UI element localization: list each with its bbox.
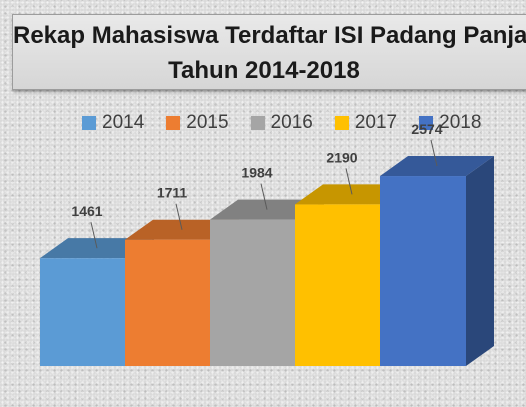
chart-title-box: Rekap Mahasiswa Terdaftar ISI Padang Pan… bbox=[12, 14, 526, 90]
legend-label: 2016 bbox=[270, 112, 313, 133]
legend-label: 2014 bbox=[102, 112, 145, 133]
bar-value-label-2017: 2190 bbox=[326, 149, 357, 165]
legend-swatch bbox=[419, 116, 434, 130]
leader-line-2017 bbox=[345, 168, 353, 195]
legend-item-2018: 2018 bbox=[419, 112, 481, 134]
legend-label: 2017 bbox=[354, 112, 398, 133]
bar-value-label-2018: 2574 bbox=[411, 121, 442, 137]
legend-item-2015: 2015 bbox=[166, 112, 229, 134]
bar-2015 bbox=[125, 239, 211, 366]
leader-line-2014 bbox=[90, 222, 98, 249]
legend-swatch bbox=[334, 116, 349, 130]
bar-value-label-2014: 1461 bbox=[71, 203, 102, 219]
bar-2016 bbox=[210, 219, 296, 366]
legend-label: 2018 bbox=[439, 112, 482, 133]
leader-line-2016 bbox=[260, 183, 268, 210]
bar-side-2018 bbox=[466, 156, 494, 366]
chart-subtitle: Tahun 2014-2018 bbox=[168, 57, 360, 84]
bar-value-label-2016: 1984 bbox=[241, 165, 272, 181]
bar-2017 bbox=[295, 204, 381, 366]
bar-2014 bbox=[40, 258, 126, 366]
chart-title: Rekap Mahasiswa Terdaftar ISI Padang Pan… bbox=[13, 22, 526, 49]
legend-item-2017: 2017 bbox=[334, 112, 398, 134]
legend-swatch bbox=[166, 116, 181, 130]
bar-2018 bbox=[380, 176, 466, 366]
legend-label: 2015 bbox=[186, 112, 229, 133]
leader-line-2018 bbox=[430, 139, 438, 167]
legend-swatch bbox=[82, 116, 96, 130]
legend-item-2014: 2014 bbox=[82, 112, 144, 134]
bar-value-label-2015: 1711 bbox=[157, 185, 188, 201]
legend-item-2016: 2016 bbox=[250, 112, 313, 134]
legend-swatch bbox=[250, 116, 265, 130]
leader-line-2015 bbox=[175, 203, 183, 230]
chart-legend: 2014 2015 2016 2017 2018 bbox=[82, 110, 503, 136]
